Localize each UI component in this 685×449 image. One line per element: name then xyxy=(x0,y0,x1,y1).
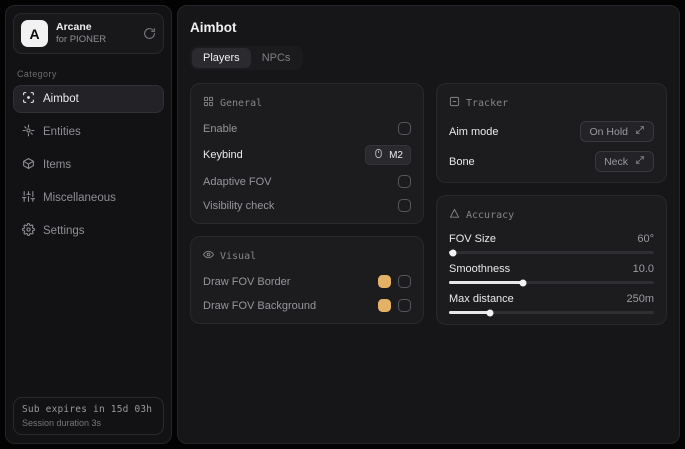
general-icon xyxy=(203,94,214,112)
app-subtitle: for PIONER xyxy=(56,34,107,46)
card-title: General xyxy=(220,97,263,109)
enable-checkbox[interactable] xyxy=(397,122,411,135)
visual-card: Visual Draw FOV Border Draw FOV Backgrou… xyxy=(190,236,424,324)
target-icon xyxy=(449,206,460,224)
tracker-card: Tracker Aim mode On Hold Bone xyxy=(435,83,667,183)
fov-size-value: 60° xyxy=(637,233,654,245)
sub-expiry-text: Sub expires in 15d 03h xyxy=(22,404,153,415)
enable-label: Enable xyxy=(203,122,238,135)
sidebar-item-label: Entities xyxy=(43,126,81,138)
sidebar-item-label: Miscellaneous xyxy=(43,192,116,204)
aim-mode-row: Aim mode On Hold xyxy=(449,121,654,142)
sidebar-item-label: Items xyxy=(43,159,72,171)
fov-border-checkbox[interactable] xyxy=(397,275,411,288)
keybind-row: Keybind M2 xyxy=(203,145,411,165)
subscription-status: Sub expires in 15d 03h Session duration … xyxy=(13,397,164,435)
fov-border-row: Draw FOV Border xyxy=(203,274,411,289)
fov-background-checkbox[interactable] xyxy=(397,299,411,312)
package-icon xyxy=(22,157,35,173)
bone-select[interactable]: Neck xyxy=(595,151,654,172)
slider-thumb[interactable] xyxy=(519,279,527,286)
sidebar-item-aimbot[interactable]: Aimbot xyxy=(13,85,164,113)
app-logo: A xyxy=(21,20,48,47)
category-label: Category xyxy=(17,69,57,79)
fov-size-slider[interactable] xyxy=(448,249,654,256)
tab-players[interactable]: Players xyxy=(192,48,251,68)
adaptive-fov-checkbox[interactable] xyxy=(397,175,411,188)
sidebar-item-miscellaneous[interactable]: Miscellaneous xyxy=(13,184,164,212)
adaptive-fov-row: Adaptive FOV xyxy=(203,174,411,189)
card-title: Accuracy xyxy=(465,209,515,221)
eye-icon xyxy=(202,247,215,265)
max-distance-slider[interactable] xyxy=(448,309,654,316)
expand-icon xyxy=(635,155,645,168)
sidebar-item-items[interactable]: Items xyxy=(13,151,164,179)
sidebar-item-settings[interactable]: Settings xyxy=(13,217,164,245)
sidebar-item-entities[interactable]: Entities xyxy=(13,118,164,146)
sliders-icon xyxy=(22,190,35,206)
sidebar-item-label: Aimbot xyxy=(43,93,79,105)
refresh-icon[interactable] xyxy=(143,27,156,40)
max-distance-label: Max distance xyxy=(448,293,514,305)
session-duration-text: Session duration 3s xyxy=(22,418,102,428)
sidebar-nav: Aimbot Entities Items xyxy=(6,85,171,245)
app-header: A Arcane for PIONER xyxy=(13,13,164,54)
fov-background-color-swatch[interactable] xyxy=(377,299,391,312)
slider-thumb[interactable] xyxy=(449,249,457,256)
card-title: Tracker xyxy=(465,97,509,109)
expand-icon xyxy=(635,125,645,138)
entities-icon xyxy=(22,124,35,140)
smoothness-label: Smoothness xyxy=(448,263,511,275)
fov-size-label: FOV Size xyxy=(448,233,497,245)
smoothness-value: 10.0 xyxy=(632,263,654,275)
fov-background-row: Draw FOV Background xyxy=(203,298,411,313)
keybind-label: Keybind xyxy=(203,149,243,161)
sidebar: A Arcane for PIONER Category Aimbot xyxy=(5,5,172,444)
main-panel: Aimbot Players NPCs General Ena xyxy=(177,5,680,444)
max-distance-value: 250m xyxy=(626,293,654,305)
mouse-icon xyxy=(373,148,384,162)
visibility-check-row: Visibility check xyxy=(203,198,411,213)
bone-row: Bone Neck xyxy=(449,151,654,172)
bone-label: Bone xyxy=(448,155,475,168)
max-distance-slider-block: Max distance 250m xyxy=(448,293,654,316)
fov-border-color-swatch[interactable] xyxy=(377,275,391,288)
aim-mode-label: Aim mode xyxy=(448,125,499,138)
card-title: Visual xyxy=(220,250,257,262)
fov-size-slider-block: FOV Size 60° xyxy=(448,233,654,256)
sidebar-item-label: Settings xyxy=(43,225,85,237)
fov-background-label: Draw FOV Background xyxy=(203,299,317,312)
tab-bar: Players NPCs xyxy=(190,46,304,70)
visibility-check-checkbox[interactable] xyxy=(397,199,411,212)
visibility-check-label: Visibility check xyxy=(203,199,275,212)
enable-row: Enable xyxy=(203,121,411,136)
accuracy-card: Accuracy FOV Size 60° Smoothness xyxy=(435,195,667,325)
tab-npcs[interactable]: NPCs xyxy=(261,52,291,64)
slider-thumb[interactable] xyxy=(486,309,494,316)
smoothness-slider[interactable] xyxy=(448,279,654,286)
app-title: Arcane xyxy=(56,21,92,33)
aim-mode-select[interactable]: On Hold xyxy=(580,121,654,142)
fov-border-label: Draw FOV Border xyxy=(203,275,291,288)
gear-icon xyxy=(22,223,35,239)
page-title: Aimbot xyxy=(190,20,237,35)
keybind-button[interactable]: M2 xyxy=(365,145,411,165)
smoothness-slider-block: Smoothness 10.0 xyxy=(448,263,654,286)
crosshair-icon xyxy=(22,91,35,107)
adaptive-fov-label: Adaptive FOV xyxy=(203,175,272,188)
general-card: General Enable Keybind M2 xyxy=(190,83,424,224)
scan-icon xyxy=(449,94,460,112)
